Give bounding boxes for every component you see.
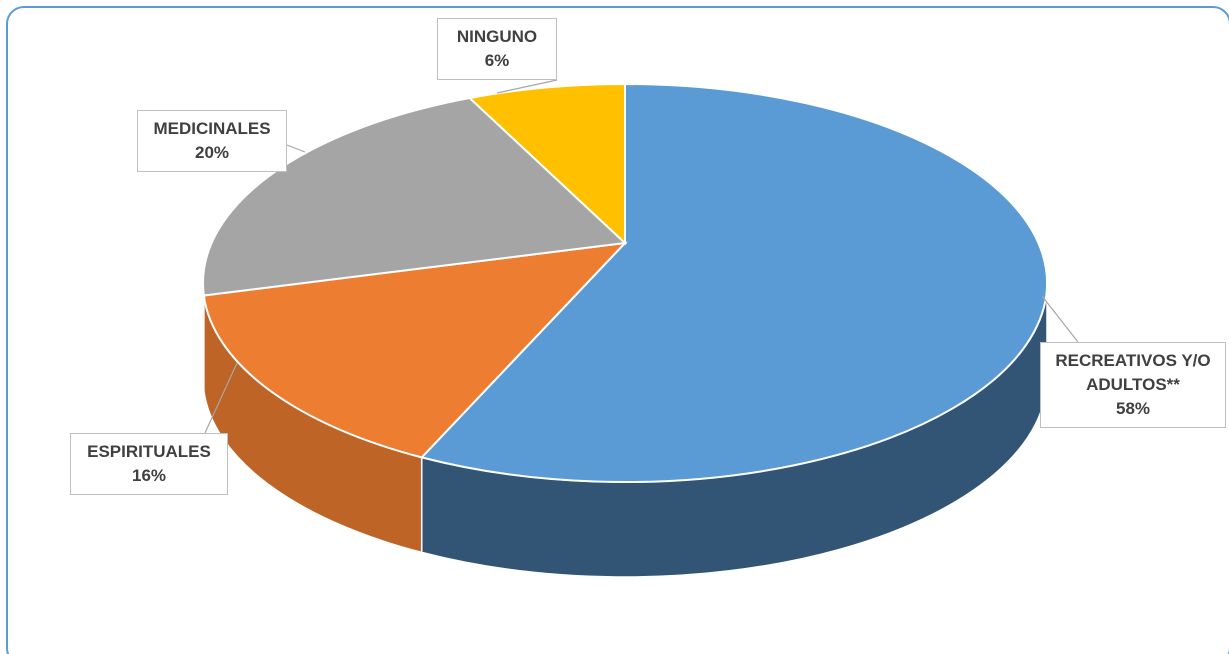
value-label: 58%: [1115, 399, 1151, 418]
chart-frame: [6, 6, 1229, 654]
category-label: ESPIRITUALES: [87, 442, 211, 461]
category-label: MEDICINALES: [153, 119, 271, 138]
value-label: 6%: [484, 51, 510, 70]
data-label: MEDICINALES 20%: [137, 110, 287, 172]
data-label: RECREATIVOS Y/O ADULTOS** 58%: [1040, 342, 1226, 428]
data-label: ESPIRITUALES 16%: [70, 433, 228, 495]
leader-line: [496, 79, 558, 94]
slice: [467, 82, 626, 246]
slice: [202, 241, 628, 459]
category-label: NINGUNO: [456, 27, 538, 46]
slice: [202, 96, 628, 297]
value-label: 20%: [194, 143, 230, 162]
slice: [419, 82, 1048, 483]
data-label: NINGUNO 6%: [437, 18, 557, 80]
leader-line: [286, 144, 306, 153]
value-label: 16%: [131, 466, 167, 485]
category-label: RECREATIVOS Y/O ADULTOS**: [1055, 351, 1211, 394]
leader-line: [204, 362, 238, 434]
leader-line: [1041, 295, 1079, 343]
